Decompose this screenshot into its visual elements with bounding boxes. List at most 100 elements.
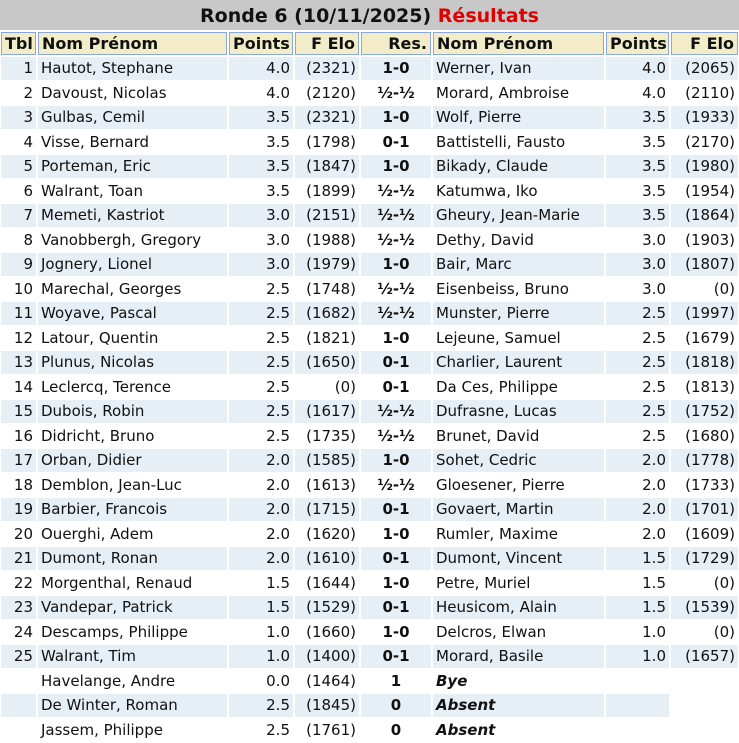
black-player-name: Munster, Pierre xyxy=(433,302,604,325)
white-elo: (1847) xyxy=(295,155,359,178)
white-player-name: Orban, Didier xyxy=(38,449,227,472)
column-header-table-number[interactable]: Tbl xyxy=(1,32,36,55)
table-number: 20 xyxy=(13,524,33,543)
black-elo xyxy=(671,670,738,693)
column-header-black-player-name[interactable]: Nom Prénom xyxy=(433,32,604,55)
white-points: 1.5 xyxy=(266,573,290,592)
black-player-name: Gheury, Jean-Marie xyxy=(433,204,604,227)
result: ½-½ xyxy=(377,230,415,249)
pairing-row: 4 Visse, Bernard 3.5 (1798) 0-1 Battistelli, … xyxy=(1,131,738,154)
white-player-name: Havelange, Andre xyxy=(41,671,176,690)
black-elo: (1752) xyxy=(671,400,738,423)
column-header-white-elo[interactable]: F Elo xyxy=(295,32,359,55)
table-number: 7 xyxy=(1,204,36,227)
black-player-name: Bikady, Claude xyxy=(433,155,604,178)
black-player-name: Dufrasne, Lucas xyxy=(433,400,604,423)
white-points: 3.5 xyxy=(229,155,293,178)
table-number: 13 xyxy=(1,351,36,374)
result: 1-0 xyxy=(361,57,431,80)
table-number: 9 xyxy=(1,253,36,276)
result: 1-0 xyxy=(361,253,431,276)
black-player-name: Lejeune, Samuel xyxy=(436,328,561,347)
black-player-name: Battistelli, Fausto xyxy=(436,132,566,151)
black-points: 2.5 xyxy=(642,426,666,445)
black-points: 2.5 xyxy=(606,351,669,374)
black-player-name: Delcros, Elwan xyxy=(436,622,547,641)
white-player-name: Ouerghi, Adem xyxy=(41,524,154,543)
white-elo: (1821) xyxy=(306,328,356,347)
black-elo: (1813) xyxy=(685,377,735,396)
black-elo: (1903) xyxy=(685,230,735,249)
black-player-name: Dethy, David xyxy=(436,230,534,249)
black-player-name: Rumler, Maxime xyxy=(436,524,558,543)
black-elo: (2110) xyxy=(685,83,735,102)
white-elo: (1899) xyxy=(306,181,356,200)
white-points: 2.5 xyxy=(266,279,290,298)
black-elo: (1980) xyxy=(671,155,738,178)
white-player-name: Plunus, Nicolas xyxy=(38,351,227,374)
pairing-row: 8 Vanobbergh, Gregory 3.0 (1988) ½-½ Dethy, D… xyxy=(1,229,738,252)
pairing-row: 17 Orban, Didier 2.0 (1585) 1-0 Sohet, Cedric… xyxy=(1,449,738,472)
result: ½-½ xyxy=(377,475,415,494)
black-points xyxy=(606,719,669,742)
white-player-name: Visse, Bernard xyxy=(41,132,150,151)
pairing-row: 18 Demblon, Jean-Luc 2.0 (1613) ½-½ Gloesener… xyxy=(1,474,738,497)
result: 1 xyxy=(390,671,402,690)
white-player-name: Walrant, Tim xyxy=(38,645,227,668)
column-header-white-player-name[interactable]: Nom Prénom xyxy=(38,32,227,55)
white-elo: (1979) xyxy=(295,253,359,276)
black-points: 3.5 xyxy=(606,106,669,129)
table-number: 2 xyxy=(23,83,33,102)
special-row: Havelange, Andre 0.0 (1464) 1 Bye xyxy=(1,670,738,693)
special-row: Jassem, Philippe 2.5 (1761) 0 Absent xyxy=(1,719,738,742)
black-points: 4.0 xyxy=(642,83,666,102)
black-player-name: Petre, Muriel xyxy=(436,573,531,592)
black-player-name: Charlier, Laurent xyxy=(433,351,604,374)
pairing-row: 1 Hautot, Stephane 4.0 (2321) 1-0 Werner, Iva… xyxy=(1,57,738,80)
table-number: 6 xyxy=(23,181,33,200)
column-header-white-points[interactable]: Points xyxy=(229,32,293,55)
white-elo: (1585) xyxy=(295,449,359,472)
black-player-name: Morard, Basile xyxy=(433,645,604,668)
black-elo: (1807) xyxy=(671,253,738,276)
table-number: 5 xyxy=(1,155,36,178)
result: 1-0 xyxy=(382,328,410,347)
white-elo: (1682) xyxy=(295,302,359,325)
result: 0-1 xyxy=(361,498,431,521)
result: 1-0 xyxy=(361,106,431,129)
result: 1-0 xyxy=(382,622,410,641)
white-elo: (1400) xyxy=(295,645,359,668)
result: 1-0 xyxy=(361,449,431,472)
result: 0 xyxy=(361,694,431,717)
results-label: Résultats xyxy=(437,5,539,27)
white-points: 2.5 xyxy=(266,426,290,445)
table-number: 11 xyxy=(1,302,36,325)
white-points: 2.5 xyxy=(229,351,293,374)
white-points: 3.5 xyxy=(229,106,293,129)
black-elo: (1679) xyxy=(685,328,735,347)
column-header-black-points[interactable]: Points xyxy=(606,32,669,55)
column-header-result[interactable]: Res. xyxy=(361,32,431,55)
white-elo: (1613) xyxy=(306,475,356,494)
black-elo xyxy=(671,719,738,742)
black-player-name: Heusicom, Alain xyxy=(433,596,604,619)
white-player-name: Walrant, Toan xyxy=(41,181,144,200)
white-elo: (1761) xyxy=(306,720,356,739)
black-player-name: Govaert, Martin xyxy=(433,498,604,521)
pairing-row: 10 Marechal, Georges 2.5 (1748) ½-½ Eisenbeis… xyxy=(1,278,738,301)
white-elo: (1610) xyxy=(295,547,359,570)
black-player-name: Brunet, David xyxy=(436,426,540,445)
result: 0-1 xyxy=(382,377,410,396)
pairing-row: 19 Barbier, Francois 2.0 (1715) 0-1 Govaert, … xyxy=(1,498,738,521)
column-header-black-elo[interactable]: F Elo xyxy=(671,32,738,55)
table-number xyxy=(1,670,36,693)
result: 0-1 xyxy=(361,351,431,374)
result: 1-0 xyxy=(361,155,431,178)
pairing-row: 9 Jognery, Lionel 3.0 (1979) 1-0 Bair, Marc 3.… xyxy=(1,253,738,276)
black-points: 3.0 xyxy=(642,279,666,298)
black-player-name: Bye xyxy=(436,671,468,690)
black-points: 4.0 xyxy=(606,57,669,80)
pairing-row: 25 Walrant, Tim 1.0 (1400) 0-1 Morard, Basile… xyxy=(1,645,738,668)
black-points: 2.0 xyxy=(642,475,666,494)
white-points: 2.5 xyxy=(229,694,293,717)
